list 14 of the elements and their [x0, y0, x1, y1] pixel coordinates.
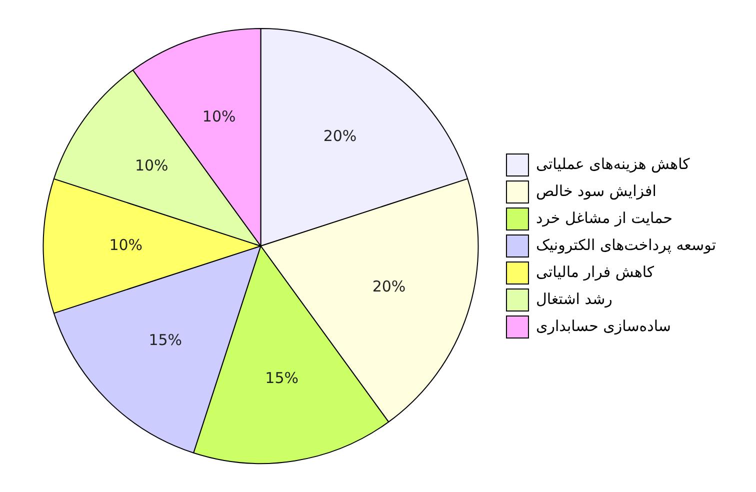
legend-label: کاهش هزینه‌های عملیاتی — [536, 154, 691, 173]
data-label: 20% — [323, 126, 357, 145]
legend-label: توسعه پرداخت‌های الکترونیک — [536, 236, 716, 254]
legend-label: رشد اشتغال — [536, 290, 612, 308]
data-label: 15% — [148, 331, 182, 350]
data-label: 10% — [109, 236, 143, 254]
data-label: 10% — [134, 156, 168, 175]
legend-label: حمایت از مشاغل خرد — [536, 208, 673, 227]
data-label: 10% — [202, 108, 236, 126]
legend-label: کاهش فرار مالیاتی — [536, 262, 655, 281]
data-label: 15% — [265, 369, 299, 388]
legend-label: ساده‌سازی حسابداری — [536, 316, 671, 335]
data-label: 20% — [372, 278, 406, 296]
legend-label: افزایش سود خالص — [536, 182, 656, 200]
